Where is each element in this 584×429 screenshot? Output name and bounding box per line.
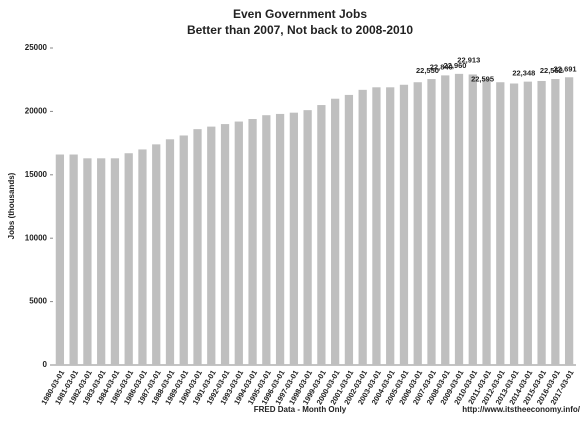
- bar: [220, 124, 230, 365]
- bar: [468, 74, 477, 365]
- bar: [454, 73, 464, 366]
- value-label: 22,348: [512, 69, 535, 78]
- bar: [83, 158, 92, 365]
- bar: [372, 87, 381, 366]
- bar: [124, 153, 133, 365]
- bar: [234, 121, 243, 365]
- bar: [317, 105, 326, 365]
- bar: [358, 89, 367, 366]
- bar: [551, 79, 560, 365]
- y-tick-label: 10000: [25, 233, 48, 242]
- bar: [331, 98, 340, 365]
- bar: [138, 149, 147, 365]
- bar: [110, 158, 120, 365]
- y-tick-label: 5000: [29, 297, 47, 306]
- bar: [399, 84, 409, 365]
- bar: [509, 83, 519, 365]
- value-label: 22,913: [457, 55, 480, 64]
- bar: [275, 113, 285, 365]
- bar: [193, 129, 202, 365]
- value-label: 22,550: [416, 66, 439, 75]
- bar: [262, 115, 271, 365]
- y-tick-label: 20000: [25, 107, 48, 116]
- y-tick-label: 25000: [25, 43, 48, 52]
- bar: [496, 82, 505, 366]
- bar: [289, 112, 298, 365]
- bar: [482, 78, 491, 366]
- bar: [165, 139, 175, 365]
- bar: [427, 79, 436, 365]
- bar: [523, 81, 532, 366]
- value-label: 22,595: [471, 74, 494, 83]
- value-label: 22,840: [430, 62, 453, 71]
- bar: [413, 82, 422, 366]
- bar: [344, 94, 354, 365]
- chart-subtitle: Better than 2007, Not back to 2008-2010: [187, 23, 413, 37]
- chart-title: Even Government Jobs: [233, 7, 367, 21]
- x-axis-label: FRED Data - Month Only: [254, 405, 347, 414]
- y-tick-label: 0: [43, 360, 48, 369]
- bar: [564, 77, 574, 365]
- value-label: 22,691: [554, 64, 577, 73]
- source: http://www.itstheeconomy.info/: [462, 405, 581, 414]
- y-tick-label: 15000: [25, 170, 48, 179]
- bar: [537, 80, 546, 365]
- bar: [248, 119, 257, 366]
- bar: [207, 126, 216, 365]
- bar: [69, 154, 78, 365]
- y-axis-label: Jobs (thousands): [7, 172, 16, 239]
- bar: [441, 75, 450, 366]
- bar: [152, 144, 161, 365]
- value-label: 22,960: [444, 61, 467, 70]
- bar: [303, 110, 312, 366]
- bar: [55, 154, 65, 365]
- bar: [179, 135, 188, 365]
- value-label: 22,552: [540, 66, 563, 75]
- bar: [97, 158, 106, 365]
- bar: [386, 87, 395, 366]
